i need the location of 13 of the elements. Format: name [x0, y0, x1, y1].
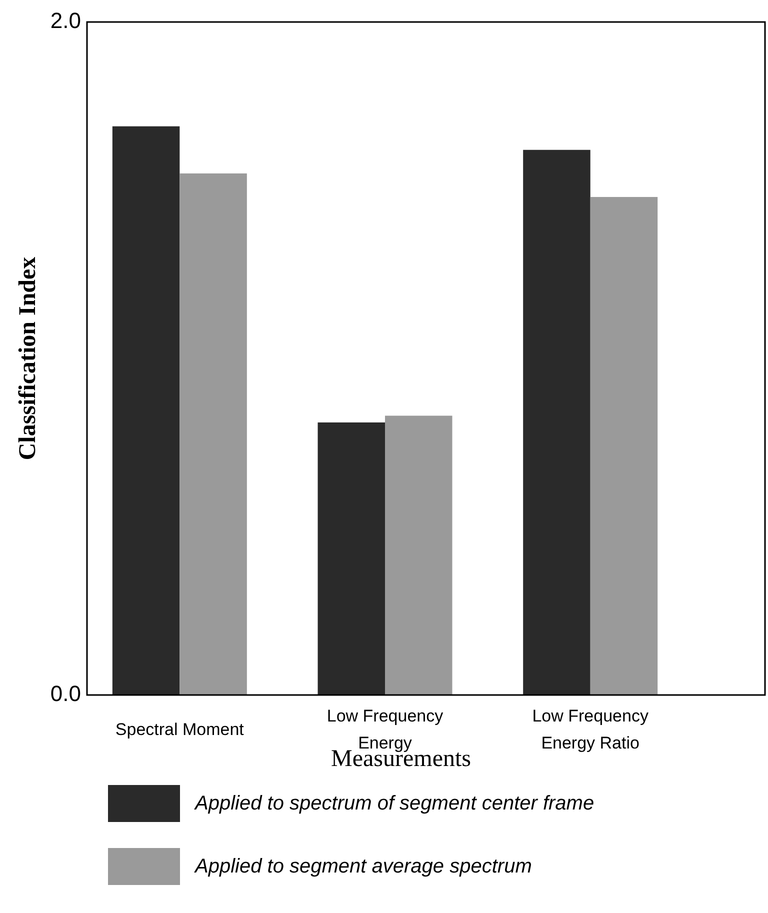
y-axis-title: Classification Index	[15, 256, 41, 460]
y-tick-label: 2.0	[50, 8, 81, 33]
y-tick-label: 0.0	[50, 680, 81, 706]
bar	[180, 173, 247, 695]
bar	[112, 126, 180, 695]
bar	[318, 422, 385, 695]
legend-label: Applied to spectrum of segment center frame	[194, 792, 594, 814]
bar	[523, 150, 590, 695]
legend-label: Applied to segment average spectrum	[194, 855, 532, 878]
x-tick-label: Spectral Moment	[115, 720, 244, 740]
bar	[590, 196, 658, 695]
x-tick-label: Low Frequency Energy Ratio	[532, 706, 649, 753]
bar	[385, 416, 452, 695]
